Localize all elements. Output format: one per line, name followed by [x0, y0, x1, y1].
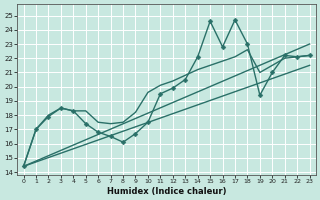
X-axis label: Humidex (Indice chaleur): Humidex (Indice chaleur) — [107, 187, 226, 196]
